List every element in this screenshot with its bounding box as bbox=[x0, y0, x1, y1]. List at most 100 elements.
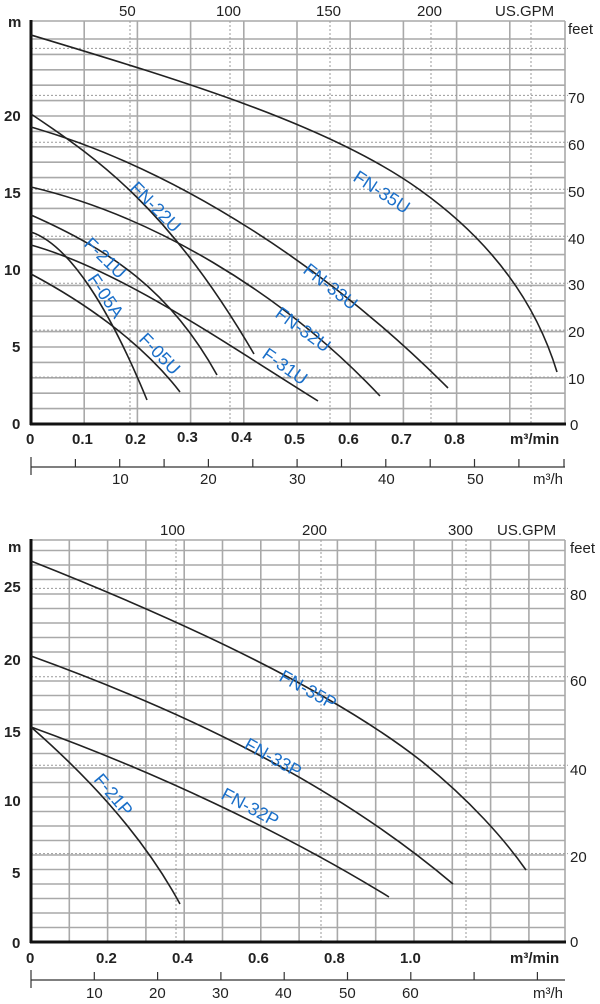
svg-text:0.3: 0.3 bbox=[177, 429, 198, 446]
svg-text:20: 20 bbox=[200, 471, 217, 488]
curve-fn-35p bbox=[30, 560, 527, 871]
svg-text:m: m bbox=[8, 539, 21, 556]
top-grid-feet-dotted bbox=[31, 47, 568, 378]
svg-text:100: 100 bbox=[216, 3, 241, 20]
top-curves bbox=[30, 34, 558, 402]
top-grid-vertical bbox=[83, 21, 566, 424]
bottom-chart: FN-35P FN-33P FN-32P F-21P m 25 20 15 10… bbox=[4, 522, 596, 1002]
bottom-curve-labels: FN-35P FN-33P FN-32P F-21P bbox=[90, 666, 340, 831]
svg-text:20: 20 bbox=[570, 849, 587, 866]
svg-text:10: 10 bbox=[4, 793, 21, 810]
curve-f-05u bbox=[30, 273, 181, 393]
label-f-21p: F-21P bbox=[90, 770, 137, 820]
svg-text:0.2: 0.2 bbox=[125, 431, 146, 448]
svg-text:0.6: 0.6 bbox=[338, 431, 359, 448]
svg-text:80: 80 bbox=[570, 587, 587, 604]
top-y-ticks: m 20 15 10 5 0 bbox=[4, 14, 21, 433]
top-chart: FN-35U FN-33U FN-32U F-31U FN-22U F-21U … bbox=[4, 3, 594, 488]
bottom-grid-horizontal bbox=[31, 539, 565, 929]
label-f-21u: F-21U bbox=[80, 233, 130, 282]
label-fn-33u: FN-33U bbox=[300, 259, 362, 314]
svg-text:0.8: 0.8 bbox=[444, 431, 465, 448]
svg-text:40: 40 bbox=[275, 985, 292, 1002]
top-xmin-ticks: 0 0.1 0.2 0.3 0.4 0.5 0.6 0.7 0.8 m³/min bbox=[26, 429, 559, 448]
svg-text:200: 200 bbox=[302, 522, 327, 539]
svg-text:0.7: 0.7 bbox=[391, 431, 412, 448]
curve-f-05a bbox=[30, 231, 148, 401]
svg-text:0: 0 bbox=[26, 950, 34, 967]
svg-text:0.4: 0.4 bbox=[172, 950, 194, 967]
svg-text:5: 5 bbox=[12, 339, 20, 356]
svg-text:0: 0 bbox=[570, 417, 578, 434]
svg-text:0.1: 0.1 bbox=[72, 431, 93, 448]
svg-text:5: 5 bbox=[12, 865, 20, 882]
bottom-xmin-ticks: 0 0.2 0.4 0.6 0.8 1.0 m³/min bbox=[26, 950, 559, 967]
svg-text:50: 50 bbox=[467, 471, 484, 488]
curve-fn-33p bbox=[30, 655, 454, 885]
svg-text:10: 10 bbox=[568, 371, 585, 388]
svg-text:0: 0 bbox=[26, 431, 34, 448]
svg-text:US.GPM: US.GPM bbox=[495, 3, 554, 20]
curve-fn-32u bbox=[30, 186, 381, 397]
svg-text:0.2: 0.2 bbox=[96, 950, 117, 967]
top-grid-horizontal bbox=[31, 20, 565, 410]
bottom-curves bbox=[30, 560, 527, 905]
svg-text:300: 300 bbox=[448, 522, 473, 539]
svg-text:30: 30 bbox=[212, 985, 229, 1002]
svg-text:15: 15 bbox=[4, 724, 21, 741]
bottom-feet-ticks: feet 80 60 40 20 0 bbox=[570, 540, 596, 951]
svg-text:0: 0 bbox=[12, 416, 20, 433]
curve-fn-35u bbox=[30, 34, 558, 373]
label-fn-35p: FN-35P bbox=[276, 666, 340, 714]
svg-text:0.8: 0.8 bbox=[324, 950, 345, 967]
svg-text:10: 10 bbox=[86, 985, 103, 1002]
svg-text:m³/min: m³/min bbox=[510, 950, 559, 967]
svg-text:20: 20 bbox=[568, 324, 585, 341]
bottom-xh-scale: 10 20 30 40 50 60 m³/h bbox=[30, 970, 565, 1002]
svg-text:30: 30 bbox=[568, 277, 585, 294]
label-f-31u: F-31U bbox=[259, 344, 311, 389]
curve-fn-32p bbox=[30, 726, 390, 898]
top-xh-scale: 10 20 30 40 50 m³/h bbox=[30, 457, 565, 488]
svg-text:10: 10 bbox=[4, 262, 21, 279]
svg-text:200: 200 bbox=[417, 3, 442, 20]
svg-text:25: 25 bbox=[4, 579, 21, 596]
curve-fn-22u bbox=[30, 113, 255, 355]
top-gpm-ticks: 50 100 150 200 US.GPM bbox=[119, 3, 554, 20]
svg-text:40: 40 bbox=[378, 471, 395, 488]
bottom-grid-gpm-dotted bbox=[175, 540, 467, 942]
svg-text:feet: feet bbox=[570, 540, 596, 557]
svg-text:100: 100 bbox=[160, 522, 185, 539]
bottom-grid-vertical bbox=[68, 540, 566, 942]
svg-text:20: 20 bbox=[149, 985, 166, 1002]
svg-text:m³/h: m³/h bbox=[533, 471, 563, 488]
svg-text:40: 40 bbox=[568, 231, 585, 248]
label-f-05u: F-05U bbox=[135, 329, 184, 379]
svg-text:60: 60 bbox=[568, 137, 585, 154]
svg-text:0.4: 0.4 bbox=[231, 429, 253, 446]
svg-text:US.GPM: US.GPM bbox=[497, 522, 556, 539]
svg-text:150: 150 bbox=[316, 3, 341, 20]
bottom-y-ticks: m 25 20 15 10 5 0 bbox=[4, 539, 21, 952]
svg-text:50: 50 bbox=[119, 3, 136, 20]
label-fn-32p: FN-32P bbox=[218, 784, 282, 831]
svg-text:40: 40 bbox=[570, 762, 587, 779]
bottom-gpm-ticks: 100 200 300 US.GPM bbox=[160, 522, 556, 539]
curve-f-21p bbox=[30, 726, 181, 905]
svg-text:50: 50 bbox=[339, 985, 356, 1002]
label-fn-33p: FN-33P bbox=[241, 734, 305, 782]
svg-text:0.5: 0.5 bbox=[284, 431, 305, 448]
svg-text:feet: feet bbox=[568, 21, 594, 38]
svg-text:1.0: 1.0 bbox=[400, 950, 421, 967]
svg-text:m: m bbox=[8, 14, 21, 31]
svg-text:20: 20 bbox=[4, 108, 21, 125]
bottom-grid-feet-dotted bbox=[31, 587, 568, 855]
top-feet-ticks: feet 70 60 50 40 30 20 10 0 bbox=[568, 21, 594, 434]
curve-fn-33u bbox=[30, 126, 449, 389]
svg-text:20: 20 bbox=[4, 652, 21, 669]
svg-text:0: 0 bbox=[12, 935, 20, 952]
svg-text:m³/min: m³/min bbox=[510, 431, 559, 448]
svg-text:60: 60 bbox=[570, 673, 587, 690]
svg-text:m³/h: m³/h bbox=[533, 985, 563, 1002]
